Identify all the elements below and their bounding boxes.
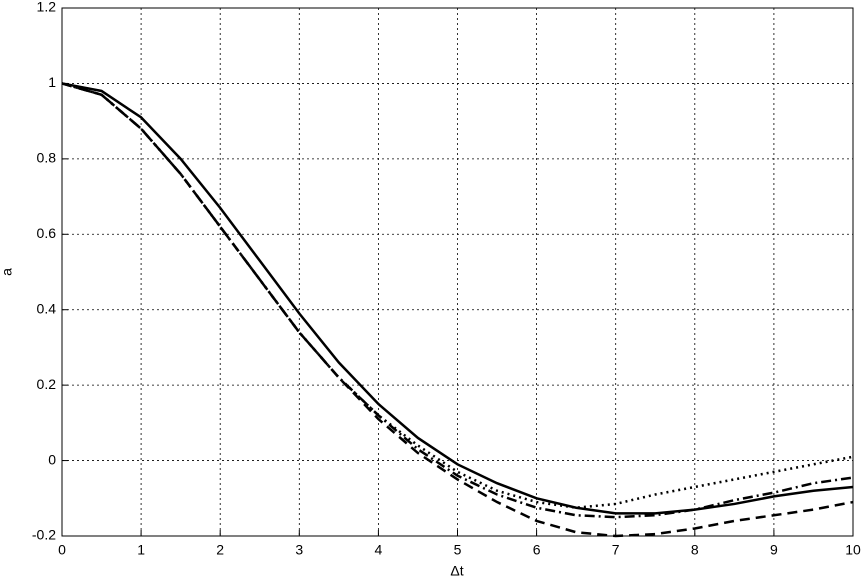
x-tick-label: 9 (770, 542, 778, 558)
line-series (61, 82, 854, 538)
x-tick-label: 8 (691, 542, 699, 558)
x-tick-label: 0 (58, 542, 66, 558)
x-tick-label: 6 (533, 542, 541, 558)
x-tick-label: 3 (295, 542, 303, 558)
x-tick-label: 4 (375, 542, 383, 558)
x-tick-label: 1 (137, 542, 145, 558)
y-tick-label: 0 (48, 451, 56, 467)
y-tick-label: 0.4 (37, 300, 57, 316)
x-axis-label: Δt (450, 563, 463, 579)
y-tick-label: 0.6 (37, 225, 57, 241)
y-tick-label: 0.8 (37, 150, 57, 166)
plot-frame (61, 7, 854, 537)
y-tick-label: -0.2 (32, 527, 56, 543)
y-tick-label: 0.2 (37, 376, 57, 392)
x-tick-label: 2 (216, 542, 224, 558)
line-series (61, 82, 854, 519)
x-tick-label: 7 (612, 542, 620, 558)
x-tick-label: 10 (845, 542, 861, 558)
y-axis-label: a (0, 268, 15, 276)
y-tick-label: 1 (48, 74, 56, 90)
y-tick-label: 1.2 (37, 0, 57, 15)
line-series (61, 82, 854, 515)
x-tick-label: 5 (454, 542, 462, 558)
